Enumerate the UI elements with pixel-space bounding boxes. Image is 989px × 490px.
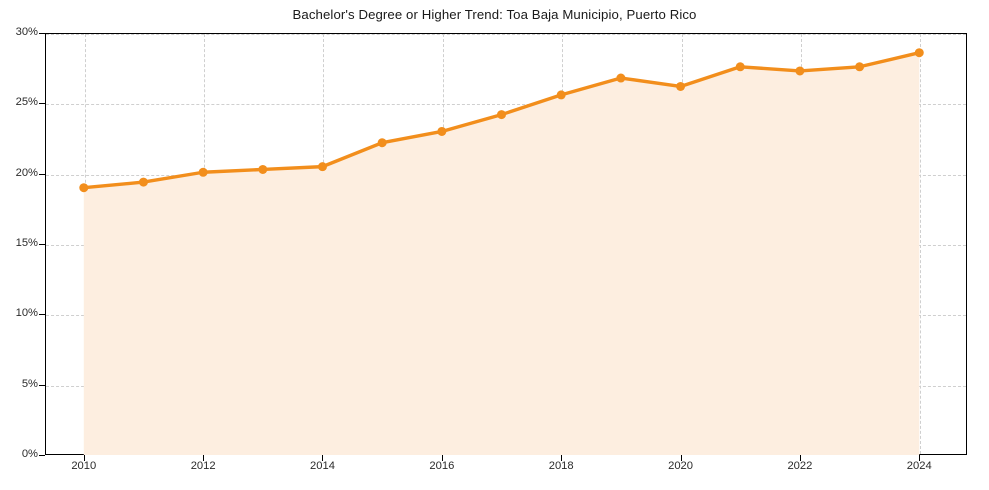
y-axis-tick-label: 20% — [15, 166, 38, 179]
gridline-vertical — [800, 34, 802, 454]
y-axis-tick-label: 30% — [15, 26, 38, 38]
y-axis-tick-mark — [39, 314, 45, 316]
chart-title: Bachelor's Degree or Higher Trend: Toa B… — [292, 7, 697, 22]
gridline-horizontal — [46, 174, 966, 176]
x-axis-tick-mark — [680, 455, 682, 461]
gridline-horizontal — [46, 385, 966, 387]
x-axis-tick-mark — [441, 455, 443, 461]
x-axis-tick-label: 2024 — [906, 460, 932, 472]
x-axis-tick-label: 2018 — [548, 460, 574, 472]
y-axis-tick-mark — [39, 103, 45, 105]
x-axis-tick-mark — [561, 455, 563, 461]
gridline-vertical — [562, 34, 564, 454]
y-axis-tick-label: 0% — [21, 448, 38, 460]
gridline-horizontal — [46, 315, 966, 317]
x-axis-tick-label: 2020 — [668, 460, 693, 472]
plot-grid-layer — [46, 34, 966, 454]
gridline-vertical — [681, 34, 683, 454]
y-axis-tick-label: 15% — [15, 237, 38, 249]
x-axis-tick-label: 2012 — [190, 460, 216, 472]
y-axis-tick-mark — [39, 455, 45, 456]
x-axis-tick-mark — [322, 455, 324, 461]
y-axis-tick-mark — [39, 33, 45, 34]
x-axis-tick-label: 2014 — [310, 460, 335, 472]
y-axis-tick-label: 25% — [15, 96, 38, 109]
x-axis-tick-label: 2022 — [787, 460, 813, 472]
gridline-horizontal — [46, 104, 966, 106]
x-axis-tick-mark — [799, 455, 801, 461]
gridline-vertical — [323, 34, 325, 454]
x-axis-tick-label: 2016 — [429, 460, 455, 472]
x-axis-tick-mark — [919, 455, 921, 461]
y-axis-tick-mark — [39, 173, 45, 175]
gridline-horizontal — [46, 34, 966, 35]
gridline-vertical — [442, 34, 444, 454]
gridline-vertical — [84, 34, 86, 454]
y-axis-tick-mark — [39, 244, 45, 245]
x-axis-tick-mark — [83, 455, 85, 461]
y-axis-tick-mark — [39, 384, 45, 386]
gridline-horizontal — [46, 245, 966, 246]
y-axis-tick-label: 5% — [21, 377, 38, 390]
gridline-vertical — [204, 34, 206, 454]
x-axis-tick-mark — [203, 455, 205, 461]
x-axis-tick-label: 2010 — [71, 460, 97, 472]
y-axis-tick-label: 10% — [15, 307, 38, 320]
plot-area — [45, 33, 967, 455]
gridline-vertical — [920, 34, 922, 454]
